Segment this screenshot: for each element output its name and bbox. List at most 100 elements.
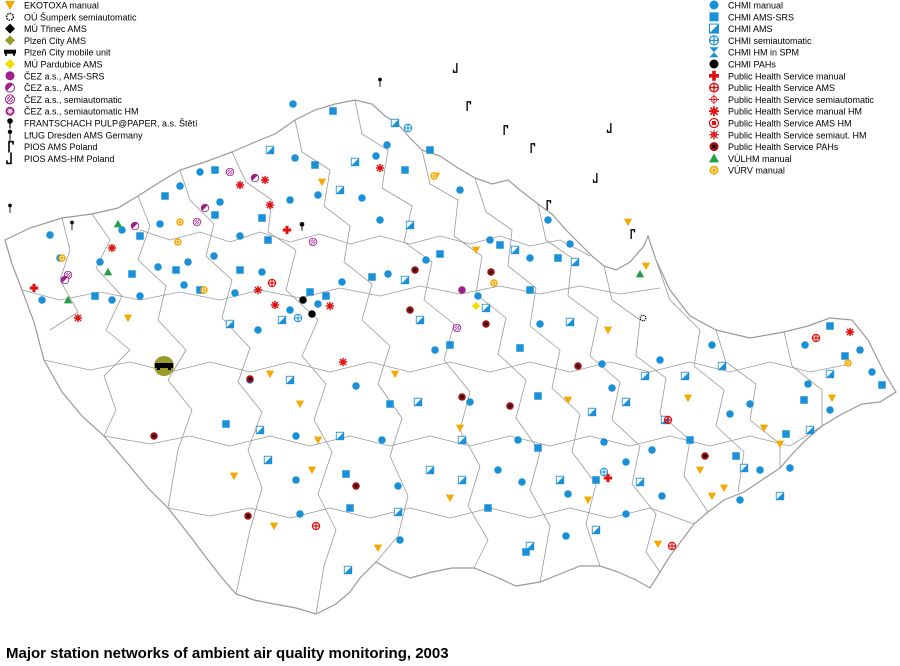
station-circle-icon	[736, 496, 744, 504]
station-circle-dark-icon	[244, 512, 252, 520]
station-circle-icon	[358, 194, 366, 202]
station-circle-dark-icon	[406, 306, 414, 314]
station-circle-plus-icon	[667, 541, 677, 551]
station-circle-icon	[231, 289, 239, 297]
station-circle-icon	[856, 346, 864, 354]
station-circle-icon	[96, 258, 104, 266]
station-square-half-icon	[555, 475, 565, 485]
station-circle-hatched-icon	[192, 217, 202, 227]
circle-icon	[709, 59, 719, 69]
station-square-half-icon	[717, 361, 727, 371]
circle-star-icon	[5, 106, 15, 117]
station-circle-icon	[726, 410, 734, 418]
station-circle-icon	[394, 482, 402, 490]
station-circle-icon	[184, 258, 192, 266]
station-circle-dark-icon	[574, 362, 582, 370]
station-square-half-icon	[570, 257, 580, 267]
station-square-half-icon	[457, 435, 467, 445]
station-square-half-icon	[415, 315, 425, 325]
station-square-half-icon	[413, 397, 423, 407]
station-circle-plus-icon	[663, 415, 673, 425]
station-circle-dark-icon	[150, 432, 158, 440]
station-circle-icon	[352, 382, 360, 390]
station-circle-icon	[286, 196, 294, 204]
station-square-half-icon	[425, 465, 435, 475]
station-square-half-icon	[263, 455, 273, 465]
station-square-icon	[526, 286, 534, 294]
station-square-icon	[401, 166, 409, 174]
station-square-icon	[484, 504, 492, 512]
station-flag-left-icon	[606, 123, 612, 133]
diamond-icon	[5, 59, 15, 69]
station-square-half-icon	[510, 245, 520, 255]
asterisk-thin-icon	[708, 129, 720, 141]
station-circle-ring-icon	[175, 217, 185, 227]
station-pin-icon	[377, 77, 383, 87]
station-circle-icon	[536, 320, 544, 328]
station-square-half-icon	[285, 375, 295, 385]
station-square-icon	[732, 452, 740, 460]
station-square-icon	[386, 400, 394, 408]
station-square-half-icon	[621, 397, 631, 407]
station-circle-icon	[562, 532, 570, 540]
station-circle-icon	[514, 436, 522, 444]
station-circle-dark-icon	[246, 375, 254, 383]
station-circle-icon	[236, 232, 244, 240]
station-square-icon	[128, 270, 136, 278]
station-square-icon	[516, 344, 524, 352]
station-circle-icon	[486, 236, 494, 244]
station-circle-plus-icon	[267, 278, 277, 288]
station-circle-half-icon	[130, 221, 140, 231]
legend-label: OÚ Šumperk semiautomatic	[24, 12, 137, 22]
station-square-half-icon	[805, 425, 815, 435]
station-asterisk-icon	[235, 180, 245, 190]
station-square-half-icon	[335, 185, 345, 195]
pin-icon	[7, 129, 13, 141]
legend-label: ČEZ a.s., AMS	[24, 83, 83, 93]
station-square-icon	[826, 322, 834, 330]
station-square-half-icon	[739, 463, 749, 473]
legend-label: MÚ Pardubice AMS	[24, 60, 103, 70]
station-square-icon	[554, 254, 562, 262]
station-circle-icon	[598, 360, 606, 368]
station-circle-hatched-icon	[225, 167, 235, 177]
station-circle-cross-icon	[403, 123, 413, 133]
station-circle-icon	[746, 400, 754, 408]
station-circle-icon	[756, 466, 764, 474]
circle-square-icon	[708, 117, 720, 129]
station-flag-right-icon	[630, 229, 636, 239]
map-title: Major station networks of ambient air qu…	[6, 645, 449, 662]
circle-half-icon	[4, 82, 15, 93]
circle-cross-icon	[708, 35, 720, 46]
station-square-icon	[264, 236, 272, 244]
legend-label: FRANTSCHACH PULP@PAPER, a.s. Štětí	[24, 119, 198, 129]
station-circle-icon	[289, 100, 297, 108]
circle-ring-icon	[709, 165, 719, 176]
station-circle-dark-icon	[458, 393, 466, 401]
station-square-icon	[222, 420, 230, 428]
station-circle-icon	[196, 168, 204, 176]
station-markers	[7, 63, 886, 575]
station-flag-right-icon	[546, 200, 552, 210]
station-circle-icon	[291, 154, 299, 162]
station-asterisk-icon	[338, 357, 348, 367]
legend-label: ČEZ a.s., semiautomatic HM	[24, 107, 139, 117]
station-circle-icon	[376, 216, 384, 224]
thin-plus-icon	[708, 93, 720, 105]
legend-label: Plzeň City mobile unit	[24, 48, 111, 58]
legend-label: Public Health Service PAHs	[728, 142, 839, 152]
station-circle-dark-icon	[487, 268, 495, 276]
station-circle-dark-icon	[506, 402, 514, 410]
station-circle-icon	[308, 310, 316, 318]
station-flag-left-icon	[592, 173, 598, 183]
legend-label: Public Health Service AMS	[728, 83, 835, 93]
station-circle-icon	[658, 492, 666, 500]
station-square-icon	[436, 250, 444, 258]
station-circle-icon	[801, 341, 809, 349]
legend-label: CHMI semiautomatic	[728, 36, 812, 46]
station-square-half-icon	[457, 475, 467, 485]
station-square-half-icon	[265, 145, 275, 155]
station-circle-icon	[286, 306, 294, 314]
station-circle-hatched-icon	[308, 237, 318, 247]
legend-label: CHMI PAHs	[728, 60, 776, 70]
